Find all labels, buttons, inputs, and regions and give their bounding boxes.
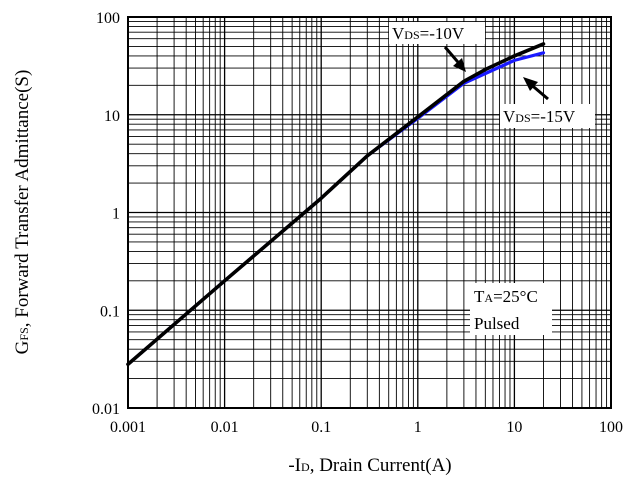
- conditions-temperature: TA=25°C: [474, 287, 538, 306]
- plot-frame: [127, 16, 612, 409]
- y-tick-labels: 0.01 0.1 1 10 100: [92, 10, 120, 418]
- label-box-vds-10v: [389, 22, 485, 44]
- series-layer: [126, 42, 546, 367]
- arrowhead-vds-10v: [453, 58, 466, 72]
- x-tick-label: 10: [506, 419, 522, 436]
- x-tick-labels: 0.001 0.01 0.1 1 10 100: [110, 419, 623, 436]
- conditions-box: [470, 283, 552, 335]
- y-tick-label: 0.01: [92, 401, 120, 418]
- arrowhead-vds-15v: [523, 77, 538, 91]
- label-box-vds-15v: [500, 104, 595, 128]
- x-tick-label: 0.001: [110, 419, 146, 436]
- y-axis-label: GFS, Forward Transfer Admittance(S): [12, 70, 33, 355]
- y-tick-label: 1: [112, 206, 120, 223]
- grid-lines: [127, 17, 611, 409]
- x-tick-label: 100: [599, 419, 623, 436]
- series-label-vds-15v: VDS=-15V: [503, 107, 576, 126]
- x-axis-label: -ID, Drain Current(A): [288, 455, 451, 476]
- x-tick-label: 0.01: [211, 419, 239, 436]
- series-line-10v: [126, 42, 546, 367]
- conditions-pulsed: Pulsed: [474, 314, 520, 333]
- y-tick-label: 0.1: [100, 303, 120, 320]
- x-tick-label: 0.1: [311, 419, 331, 436]
- series-label-vds-10v: VDS=-10V: [392, 24, 465, 43]
- y-tick-label: 10: [104, 108, 120, 125]
- y-tick-label: 100: [96, 10, 120, 27]
- x-tick-label: 1: [414, 419, 422, 436]
